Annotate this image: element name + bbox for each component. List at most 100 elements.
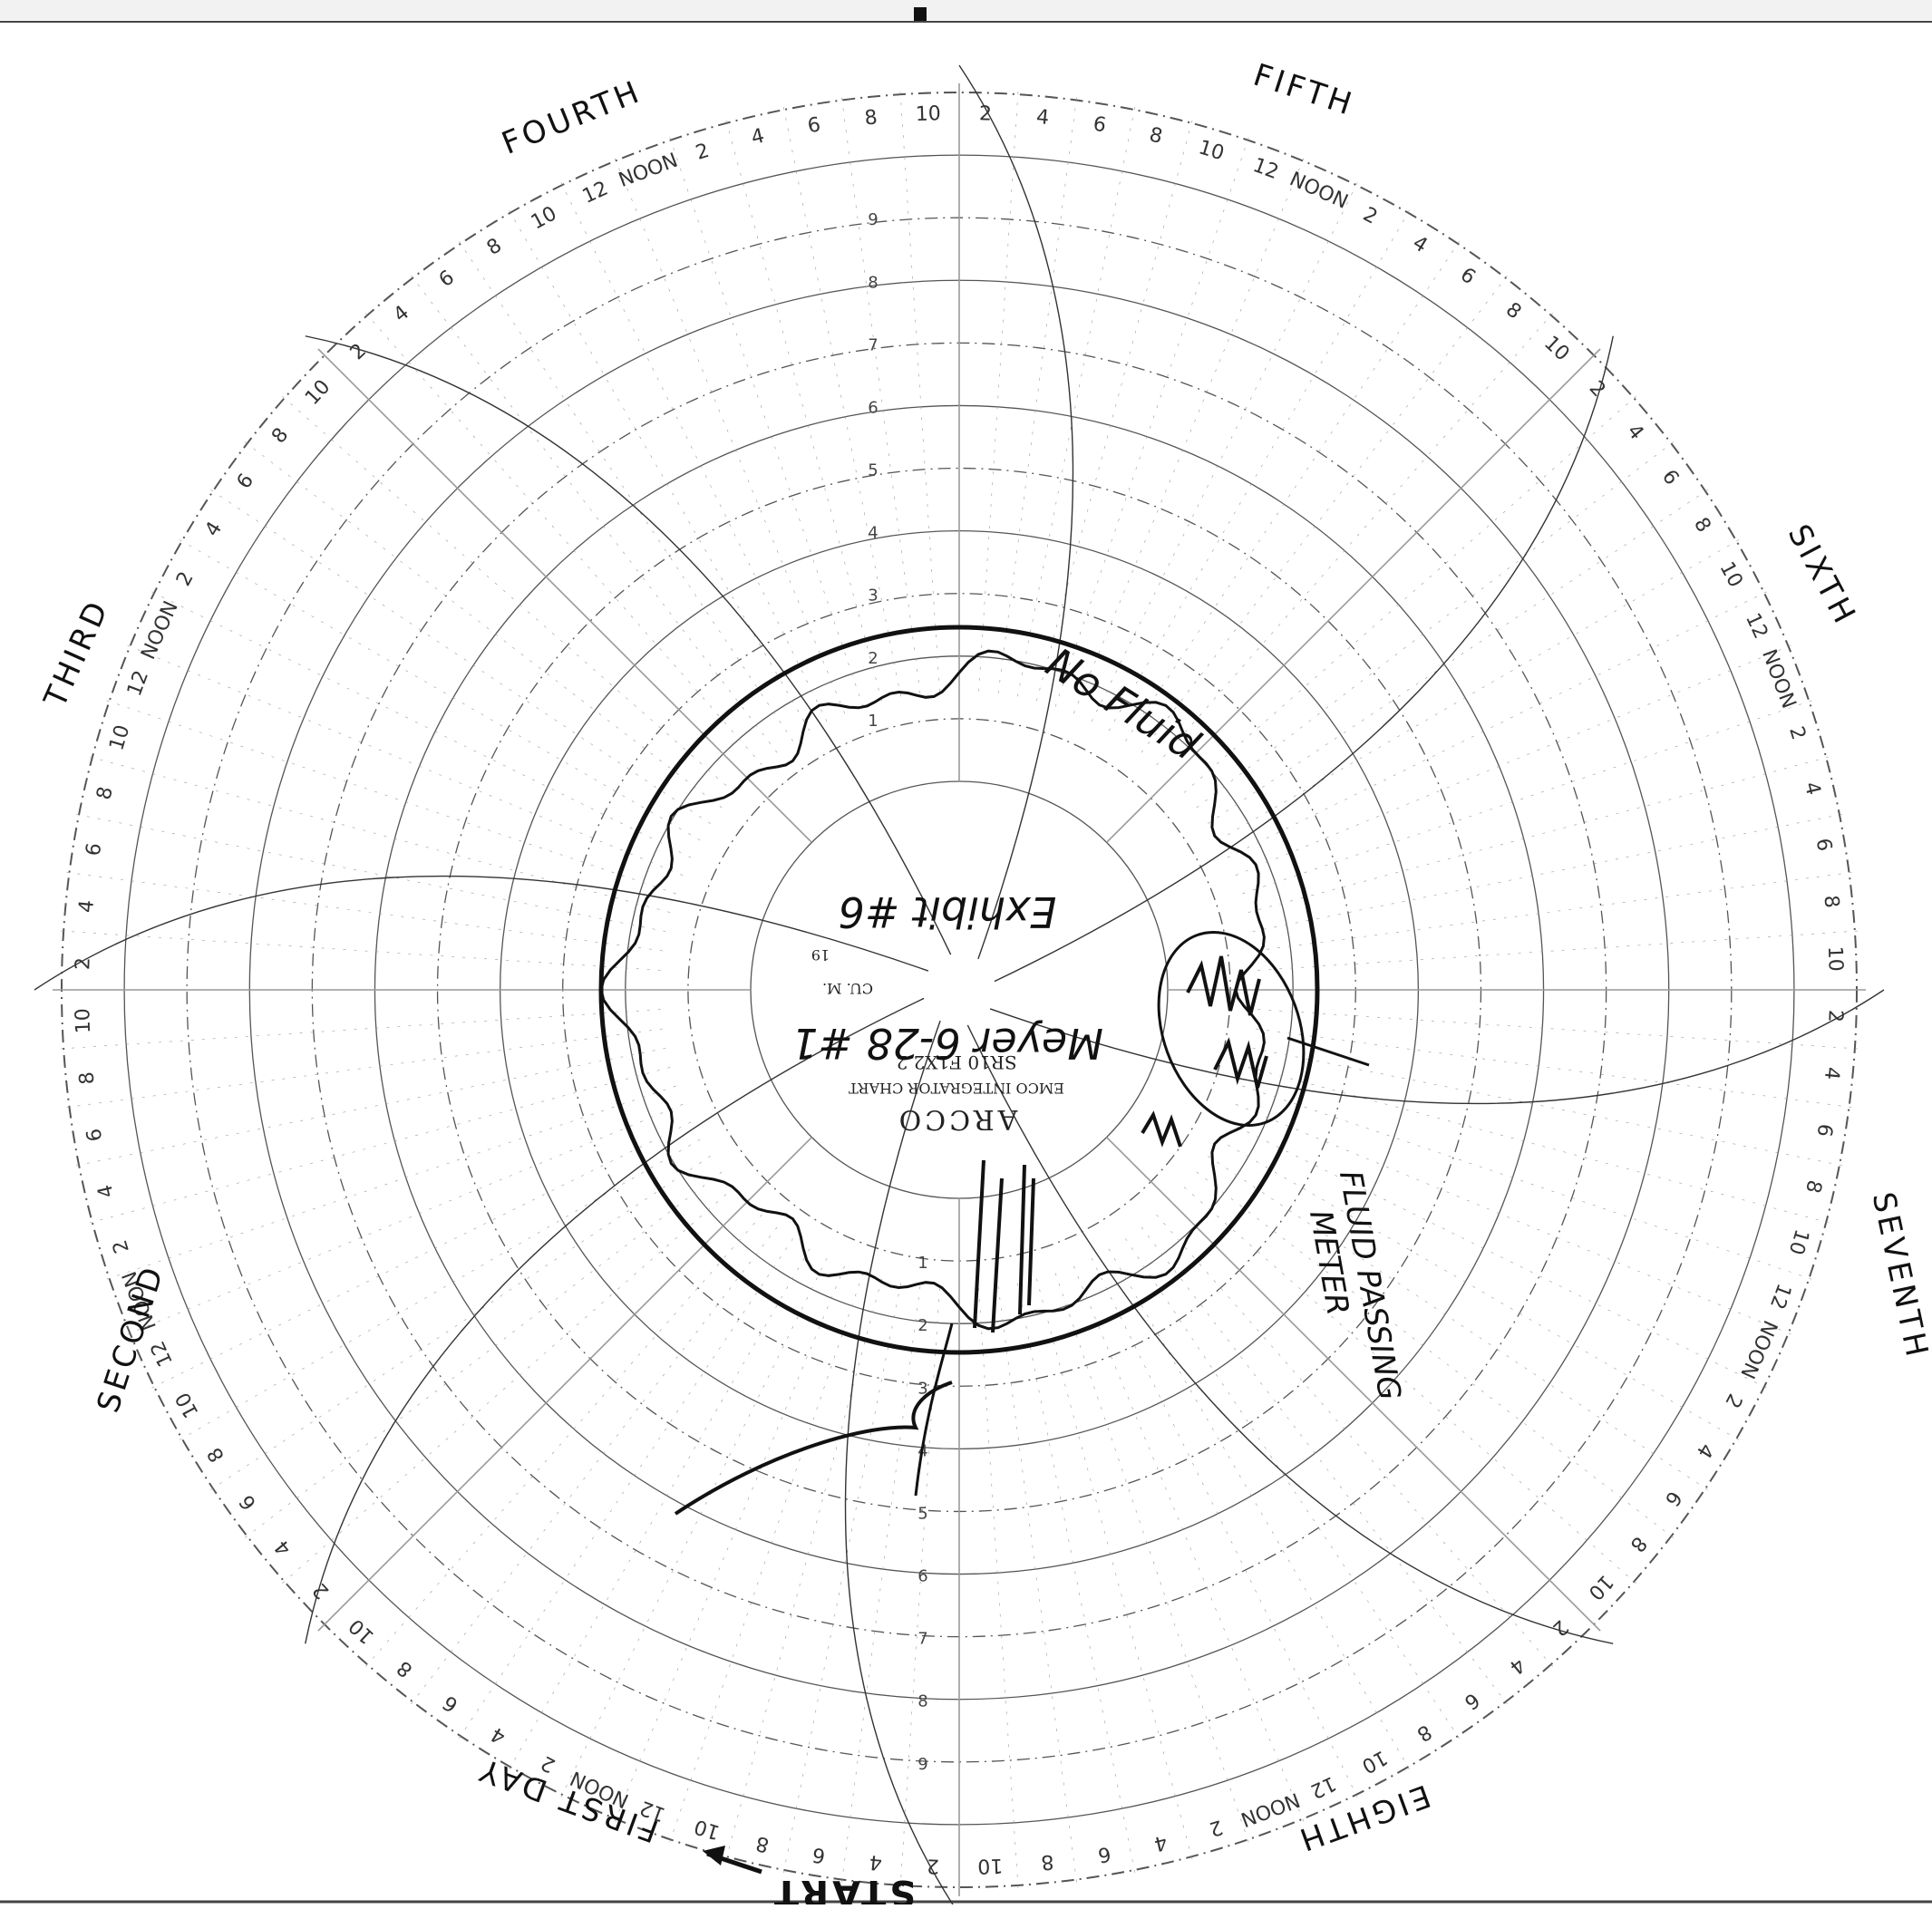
grid-spoke	[1073, 152, 1306, 714]
note-exhibit: Exhibit #6	[839, 887, 1057, 936]
hour-tick-label: NOON	[1735, 1317, 1782, 1382]
hour-tick-label: 6	[1660, 1487, 1685, 1510]
hour-tick-label: 2	[1359, 203, 1381, 229]
grid-spoke	[121, 1104, 684, 1337]
radial-scale-label: 6	[868, 398, 878, 417]
grid-spoke	[205, 486, 711, 824]
grid-spoke	[1183, 1187, 1642, 1588]
hour-tick-label: 6	[83, 1127, 107, 1143]
hour-tick-label: 10	[977, 1854, 1004, 1877]
hour-tick-label: 8	[393, 1656, 418, 1681]
trace-spikes	[973, 1159, 1035, 1333]
hour-tick-label: 2	[694, 140, 713, 165]
hour-tick-label: 12	[123, 668, 153, 700]
hour-tick-label: 4	[1692, 1439, 1718, 1462]
hour-tick-label: 12	[1765, 1280, 1795, 1312]
hour-tick-label: 10	[1714, 558, 1746, 592]
hour-tick-label: 4	[270, 1536, 296, 1560]
hour-tick-label: 8	[1689, 514, 1715, 537]
grid-spoke	[1252, 1048, 1849, 1168]
grid-spoke	[1257, 1009, 1864, 1050]
grid-spoke	[1218, 1139, 1745, 1444]
grid-spoke	[277, 1187, 735, 1588]
hour-tick-label: 6	[439, 1691, 462, 1716]
grid-spoke	[612, 152, 845, 714]
hour-tick-label: 8	[267, 424, 293, 449]
day-arc	[34, 875, 929, 991]
day-label-fourth: FOURTH	[497, 73, 647, 162]
center-label: ARCCO EMCO INTEGRATOR CHART SR10 F1X2 2 …	[811, 946, 1064, 1135]
grid-spoke	[505, 204, 811, 732]
hour-tick-label: 4	[1505, 1652, 1529, 1678]
hour-tick-label: 10	[692, 1815, 723, 1844]
grid-spoke	[407, 1226, 778, 1710]
hour-tick-label: 6	[1812, 1122, 1837, 1139]
grid-spoke	[145, 1121, 692, 1391]
grid-spoke	[1125, 236, 1463, 741]
grid-spoke	[239, 438, 723, 809]
grid-spoke	[121, 643, 684, 876]
hour-tick-label: 10	[1358, 1745, 1392, 1777]
grid-spoke	[997, 1286, 1078, 1889]
hour-tick-label: 8	[1501, 298, 1526, 324]
hour-tick-label: 6	[1811, 837, 1836, 853]
grid-spoke	[1256, 871, 1859, 952]
hour-tick-label: NOON	[137, 598, 183, 664]
grid-spoke	[173, 536, 701, 841]
hour-tick-label: 6	[233, 470, 258, 493]
grid-spoke	[455, 1238, 793, 1744]
radial-scale-label: 1	[868, 712, 878, 731]
hour-tick-label: 6	[1096, 1842, 1112, 1866]
grid-spoke	[1091, 176, 1361, 722]
trace-wobble	[599, 649, 1266, 1331]
grid-spoke	[899, 85, 940, 692]
hour-tick-label: 8	[203, 1443, 229, 1466]
grid-spoke	[145, 588, 692, 858]
grid-spoke	[1106, 1137, 1601, 1632]
hour-tick-label: 2	[1823, 1010, 1846, 1023]
center-chart-name: EMCO INTEGRATOR CHART	[849, 1080, 1064, 1097]
hour-tick-label: 4	[201, 518, 228, 540]
grid-spoke	[70, 812, 666, 932]
hour-tick-label: 4	[1820, 1066, 1843, 1080]
day-label-third: THIRD	[37, 594, 117, 713]
hour-tick-label: 8	[1801, 1177, 1826, 1195]
trace-scribble	[1141, 955, 1268, 1148]
hour-tick-label: 2	[346, 339, 371, 364]
grid-spoke	[361, 1214, 762, 1672]
grid-spoke	[54, 930, 661, 971]
radial-scale-label: 2	[868, 649, 878, 668]
note-pointer	[1286, 1036, 1370, 1067]
grid-spoke	[1125, 1238, 1463, 1744]
hour-tick-label: 6	[1657, 466, 1683, 489]
grid-spoke	[70, 1048, 666, 1168]
grid-spoke	[1227, 588, 1773, 858]
radial-scale-label: 7	[917, 1630, 927, 1649]
center-unit-19: 19	[811, 946, 830, 964]
hour-tick-label: 8	[863, 106, 878, 130]
center-unit-cu: CU. M.	[822, 980, 873, 997]
hour-tick-label: 12	[1306, 1771, 1339, 1802]
start-marker: START	[703, 1846, 916, 1909]
hour-tick-label: 6	[435, 266, 459, 292]
note-meter: Meyer 6-28 #1	[791, 1019, 1103, 1068]
pen-trace	[598, 625, 1320, 1516]
grid-spoke	[455, 236, 793, 741]
hour-tick-label: 8	[92, 784, 118, 801]
radial-scale-label: 3	[868, 586, 878, 606]
grid-spoke	[558, 1257, 828, 1804]
grid-spoke	[782, 1283, 901, 1879]
radial-scale-label: 8	[917, 1692, 927, 1711]
start-label: START	[771, 1872, 916, 1904]
hour-tick-label: NOON	[616, 150, 681, 192]
radial-scale-label: 9	[868, 210, 878, 229]
hour-tick-label: 4	[94, 1182, 120, 1199]
hour-tick-label: 4	[1035, 106, 1050, 130]
hour-tick-label: 8	[1040, 1849, 1054, 1873]
hour-tick-label: 6	[1092, 113, 1108, 138]
hour-tick-label: 10	[528, 202, 561, 234]
center-brand: ARCCO	[896, 1103, 1019, 1135]
hour-tick-label: 4	[1622, 420, 1647, 444]
hour-tick-label: 8	[753, 1831, 771, 1856]
grid-spoke	[558, 176, 828, 722]
